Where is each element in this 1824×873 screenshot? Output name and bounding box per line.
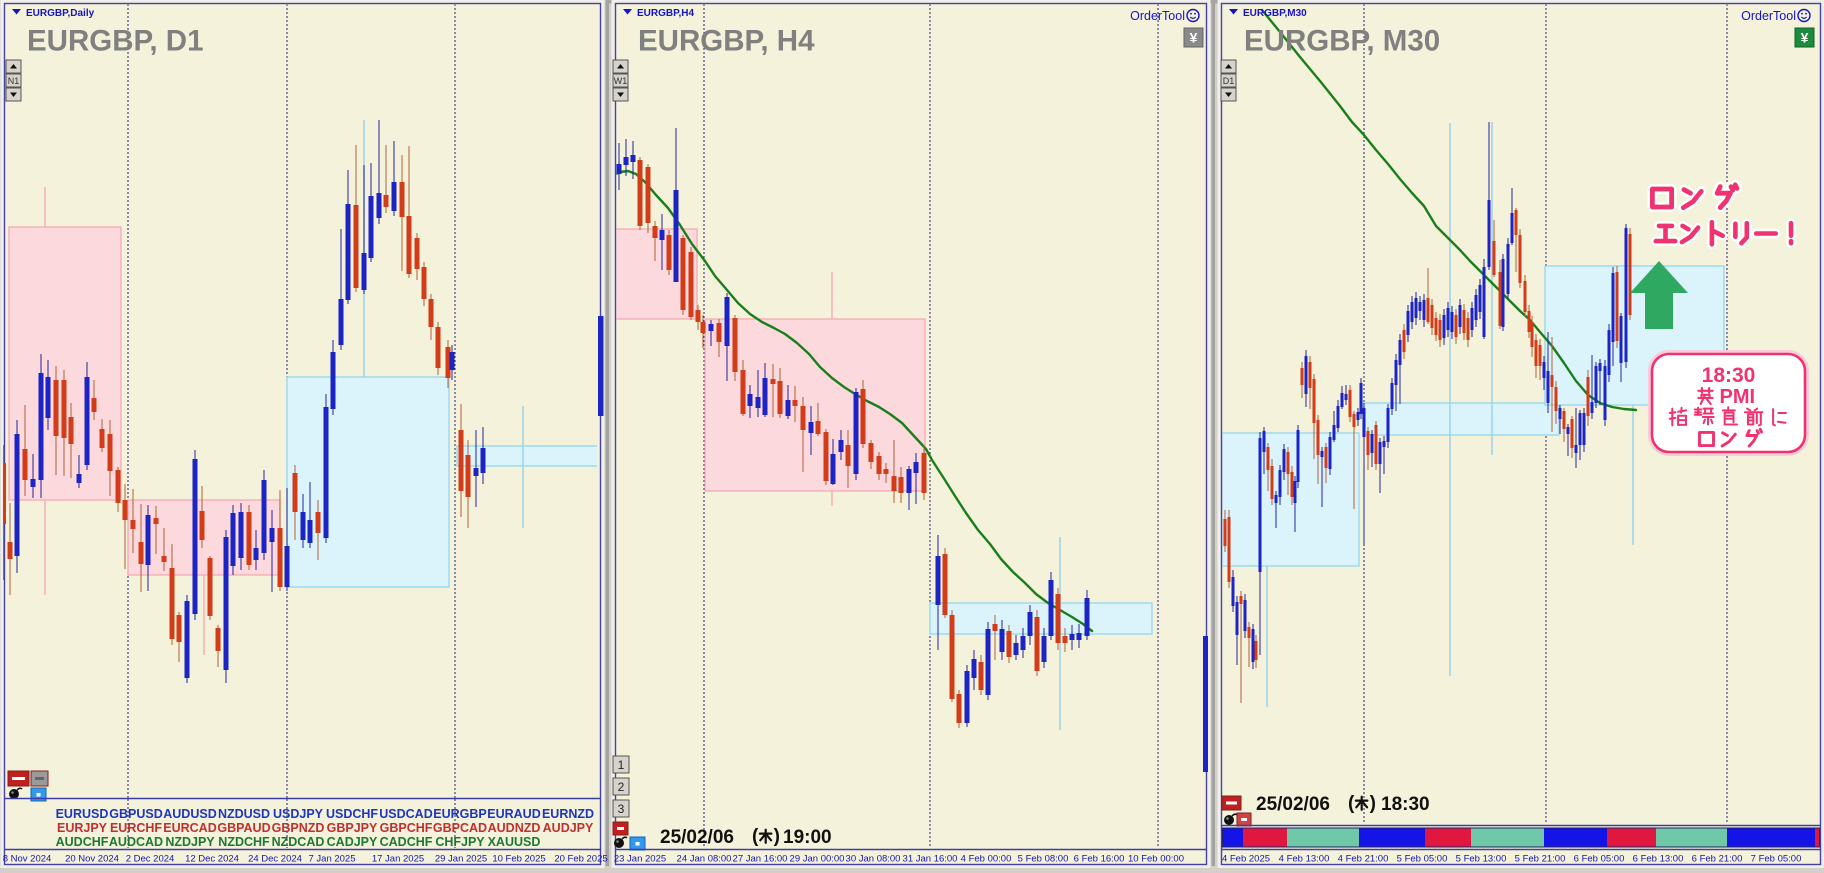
- svg-text:AUDCAD: AUDCAD: [109, 835, 163, 849]
- svg-text:7 Jan 2025: 7 Jan 2025: [308, 854, 355, 865]
- svg-text:10 Feb 00:00: 10 Feb 00:00: [1128, 854, 1184, 865]
- svg-text:NZDCHF: NZDCHF: [218, 835, 270, 849]
- svg-text:5 Feb 13:00: 5 Feb 13:00: [1456, 854, 1507, 865]
- svg-text:GBPCHF: GBPCHF: [380, 821, 433, 835]
- svg-text:NZDCAD: NZDCAD: [272, 835, 325, 849]
- svg-text:(: (: [752, 826, 759, 847]
- svg-text:PMI: PMI: [1720, 386, 1756, 408]
- svg-text:GBPNZD: GBPNZD: [272, 821, 325, 835]
- svg-text:30 Jan 08:00: 30 Jan 08:00: [846, 854, 901, 865]
- svg-text:4 Feb 13:00: 4 Feb 13:00: [1279, 854, 1330, 865]
- svg-text:CADCHF: CADCHF: [380, 835, 433, 849]
- svg-text:EURGBP,Daily: EURGBP,Daily: [26, 8, 95, 19]
- svg-text:24 Dec 2024: 24 Dec 2024: [248, 854, 302, 865]
- svg-text:¥: ¥: [1190, 30, 1198, 46]
- svg-text:20 Feb 2025: 20 Feb 2025: [554, 854, 607, 865]
- svg-text:24 Jan 08:00: 24 Jan 08:00: [677, 854, 732, 865]
- svg-text:EURGBP, D1: EURGBP, D1: [27, 25, 204, 58]
- svg-text:OrderTool: OrderTool: [1741, 9, 1796, 23]
- svg-text:GBPCAD: GBPCAD: [433, 821, 487, 835]
- svg-text:6 Feb 21:00: 6 Feb 21:00: [1692, 854, 1743, 865]
- svg-text:W1: W1: [614, 76, 628, 86]
- svg-text:4 Feb 00:00: 4 Feb 00:00: [961, 854, 1012, 865]
- svg-text:EURGBP,H4: EURGBP,H4: [637, 8, 694, 19]
- svg-text:6 Feb 13:00: 6 Feb 13:00: [1633, 854, 1684, 865]
- svg-text:GBPUSD: GBPUSD: [109, 807, 162, 821]
- svg-text:OrderTool: OrderTool: [1130, 9, 1185, 23]
- svg-text:AUDCHF: AUDCHF: [56, 835, 109, 849]
- svg-text:6 Feb 05:00: 6 Feb 05:00: [1574, 854, 1625, 865]
- svg-text:18:30: 18:30: [1381, 794, 1430, 815]
- svg-text:EURNZD: EURNZD: [542, 807, 594, 821]
- svg-text:EURGBP: EURGBP: [433, 807, 486, 821]
- svg-text:AUDUSD: AUDUSD: [163, 807, 216, 821]
- svg-text:19:00: 19:00: [783, 827, 832, 848]
- svg-text:EURGBP, H4: EURGBP, H4: [638, 25, 815, 58]
- svg-text:CADJPY: CADJPY: [327, 835, 378, 849]
- svg-text:): ): [774, 826, 780, 847]
- svg-text:N1: N1: [8, 76, 20, 86]
- svg-text:EURCHF: EURCHF: [110, 821, 162, 835]
- svg-text:GBPJPY: GBPJPY: [327, 821, 378, 835]
- svg-text:6 Feb 16:00: 6 Feb 16:00: [1074, 854, 1125, 865]
- svg-text:8 Nov 2024: 8 Nov 2024: [3, 854, 52, 865]
- svg-text:NZDUSD: NZDUSD: [218, 807, 270, 821]
- svg-text:5 Feb 21:00: 5 Feb 21:00: [1515, 854, 1566, 865]
- svg-text:USDCAD: USDCAD: [379, 807, 432, 821]
- svg-text:3: 3: [618, 802, 625, 816]
- svg-text:31 Jan 16:00: 31 Jan 16:00: [903, 854, 958, 865]
- svg-text:25/02/06: 25/02/06: [1256, 794, 1330, 815]
- svg-text:27 Jan 16:00: 27 Jan 16:00: [733, 854, 788, 865]
- svg-text:NZDJPY: NZDJPY: [165, 835, 215, 849]
- svg-text:2 Dec 2024: 2 Dec 2024: [126, 854, 175, 865]
- svg-text:23 Jan 2025: 23 Jan 2025: [614, 854, 666, 865]
- svg-text:10 Feb 2025: 10 Feb 2025: [492, 854, 545, 865]
- svg-text:4 Feb 2025: 4 Feb 2025: [1222, 854, 1270, 865]
- svg-text:CHFJPY: CHFJPY: [435, 835, 485, 849]
- svg-text:USDCHF: USDCHF: [326, 807, 378, 821]
- svg-text:EURGBP, M30: EURGBP, M30: [1244, 25, 1440, 58]
- svg-text:5 Feb 08:00: 5 Feb 08:00: [1018, 854, 1069, 865]
- svg-text:EURCAD: EURCAD: [163, 821, 216, 835]
- svg-text:AUDJPY: AUDJPY: [543, 821, 594, 835]
- svg-text:29 Jan 2025: 29 Jan 2025: [435, 854, 487, 865]
- svg-text:EURJPY: EURJPY: [57, 821, 108, 835]
- svg-text:¥: ¥: [1801, 30, 1809, 46]
- svg-text:EURUSD: EURUSD: [56, 807, 109, 821]
- svg-text:20 Nov 2024: 20 Nov 2024: [65, 854, 119, 865]
- svg-text:4 Feb 21:00: 4 Feb 21:00: [1338, 854, 1389, 865]
- svg-text:2: 2: [618, 780, 625, 794]
- svg-text:(: (: [1348, 793, 1355, 814]
- svg-text:XAUUSD: XAUUSD: [488, 835, 541, 849]
- svg-text:GBPAUD: GBPAUD: [217, 821, 270, 835]
- svg-text:29 Jan 00:00: 29 Jan 00:00: [790, 854, 845, 865]
- svg-text:12 Dec 2024: 12 Dec 2024: [185, 854, 239, 865]
- svg-text:1: 1: [618, 758, 625, 772]
- svg-text:EURAUD: EURAUD: [487, 807, 540, 821]
- svg-text:AUDNZD: AUDNZD: [488, 821, 541, 835]
- svg-text:D1: D1: [1223, 76, 1235, 86]
- svg-text:EURGBP,M30: EURGBP,M30: [1243, 8, 1307, 19]
- svg-text:25/02/06: 25/02/06: [660, 827, 734, 848]
- svg-text:5 Feb 05:00: 5 Feb 05:00: [1397, 854, 1448, 865]
- svg-text:USDJPY: USDJPY: [273, 807, 324, 821]
- svg-text:): ): [1370, 793, 1376, 814]
- svg-text:17 Jan 2025: 17 Jan 2025: [372, 854, 424, 865]
- svg-text:7 Feb 05:00: 7 Feb 05:00: [1751, 854, 1802, 865]
- svg-text:18:30: 18:30: [1702, 364, 1756, 387]
